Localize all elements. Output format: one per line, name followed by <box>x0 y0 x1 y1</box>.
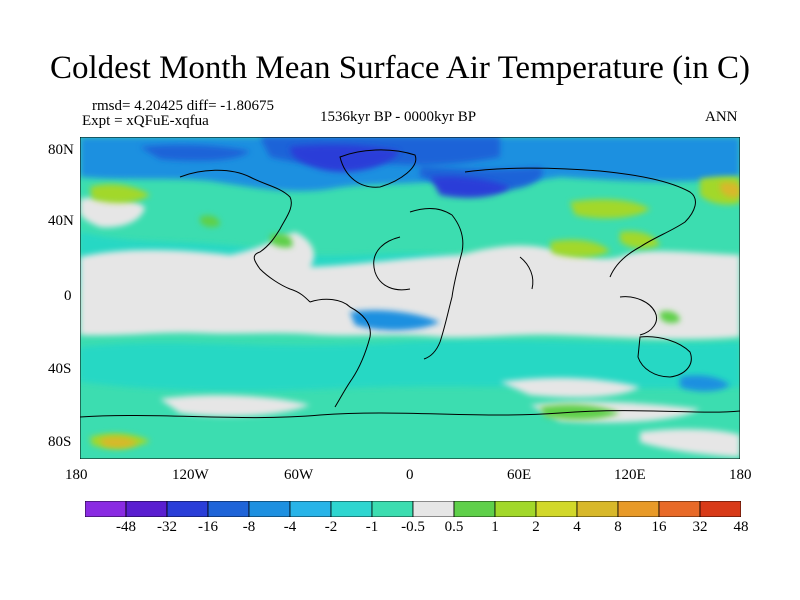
colorbar-swatch <box>658 501 701 517</box>
colorbar-label: -16 <box>198 519 218 535</box>
colorbar <box>85 501 741 517</box>
colorbar-swatch <box>617 501 660 517</box>
colorbar-swatch <box>207 501 250 517</box>
colorbar-swatch <box>535 501 578 517</box>
period-label: 1536kyr BP - 0000kyr BP <box>320 109 477 125</box>
colorbar-label: -48 <box>116 519 136 535</box>
y-tick-0: 0 <box>64 288 72 304</box>
x-tick-0: 0 <box>406 467 414 483</box>
colorbar-swatch <box>85 501 127 517</box>
colorbar-swatch <box>576 501 619 517</box>
colorbar-swatch <box>371 501 414 517</box>
anomaly-region-neg-16 <box>290 144 510 198</box>
colorbar-label: -2 <box>324 519 338 535</box>
x-tick-60w: 60W <box>284 467 314 483</box>
colorbar-label: 0.5 <box>444 519 464 535</box>
colorbar-swatch <box>248 501 291 517</box>
colorbar-label: -4 <box>283 519 297 535</box>
x-tick-120e: 120E <box>614 467 646 483</box>
temperature-map <box>80 137 740 459</box>
y-tick-80n: 80N <box>48 142 74 158</box>
colorbar-swatch <box>289 501 332 517</box>
stats-label: rmsd= 4.20425 diff= -1.80675 <box>92 98 275 114</box>
colorbar-label: -0.5 <box>401 519 425 535</box>
x-tick-60e: 60E <box>507 467 532 483</box>
colorbar-label: -32 <box>157 519 177 535</box>
colorbar-swatch <box>125 501 168 517</box>
y-tick-40s: 40S <box>48 361 72 377</box>
colorbar-label: 48 <box>733 519 749 535</box>
colorbar-label: 16 <box>651 519 667 535</box>
colorbar-label: -1 <box>365 519 379 535</box>
y-tick-40n: 40N <box>48 213 74 229</box>
colorbar-swatch <box>330 501 373 517</box>
anomaly-region-pos-8 <box>100 182 740 448</box>
colorbar-label: -8 <box>242 519 256 535</box>
map-title: Coldest Month Mean Surface Air Temperatu… <box>50 50 750 86</box>
colorbar-swatch <box>699 501 741 517</box>
colorbar-label: 32 <box>692 519 708 535</box>
colorbar-label: 1 <box>491 519 499 535</box>
colorbar-swatch <box>412 501 455 517</box>
season-label: ANN <box>705 109 738 125</box>
colorbar-label: 4 <box>573 519 581 535</box>
colorbar-swatch <box>453 501 496 517</box>
colorbar-label: 8 <box>614 519 622 535</box>
y-tick-80s: 80S <box>48 434 72 450</box>
colorbar-swatch <box>166 501 209 517</box>
experiment-label: Expt = xQFuE-xqfua <box>82 113 209 129</box>
x-tick-120w: 120W <box>172 467 209 483</box>
x-tick-180e: 180 <box>729 467 752 483</box>
x-tick-180w: 180 <box>65 467 88 483</box>
coastlines <box>80 149 740 419</box>
colorbar-label: 2 <box>532 519 540 535</box>
colorbar-swatch <box>494 501 537 517</box>
